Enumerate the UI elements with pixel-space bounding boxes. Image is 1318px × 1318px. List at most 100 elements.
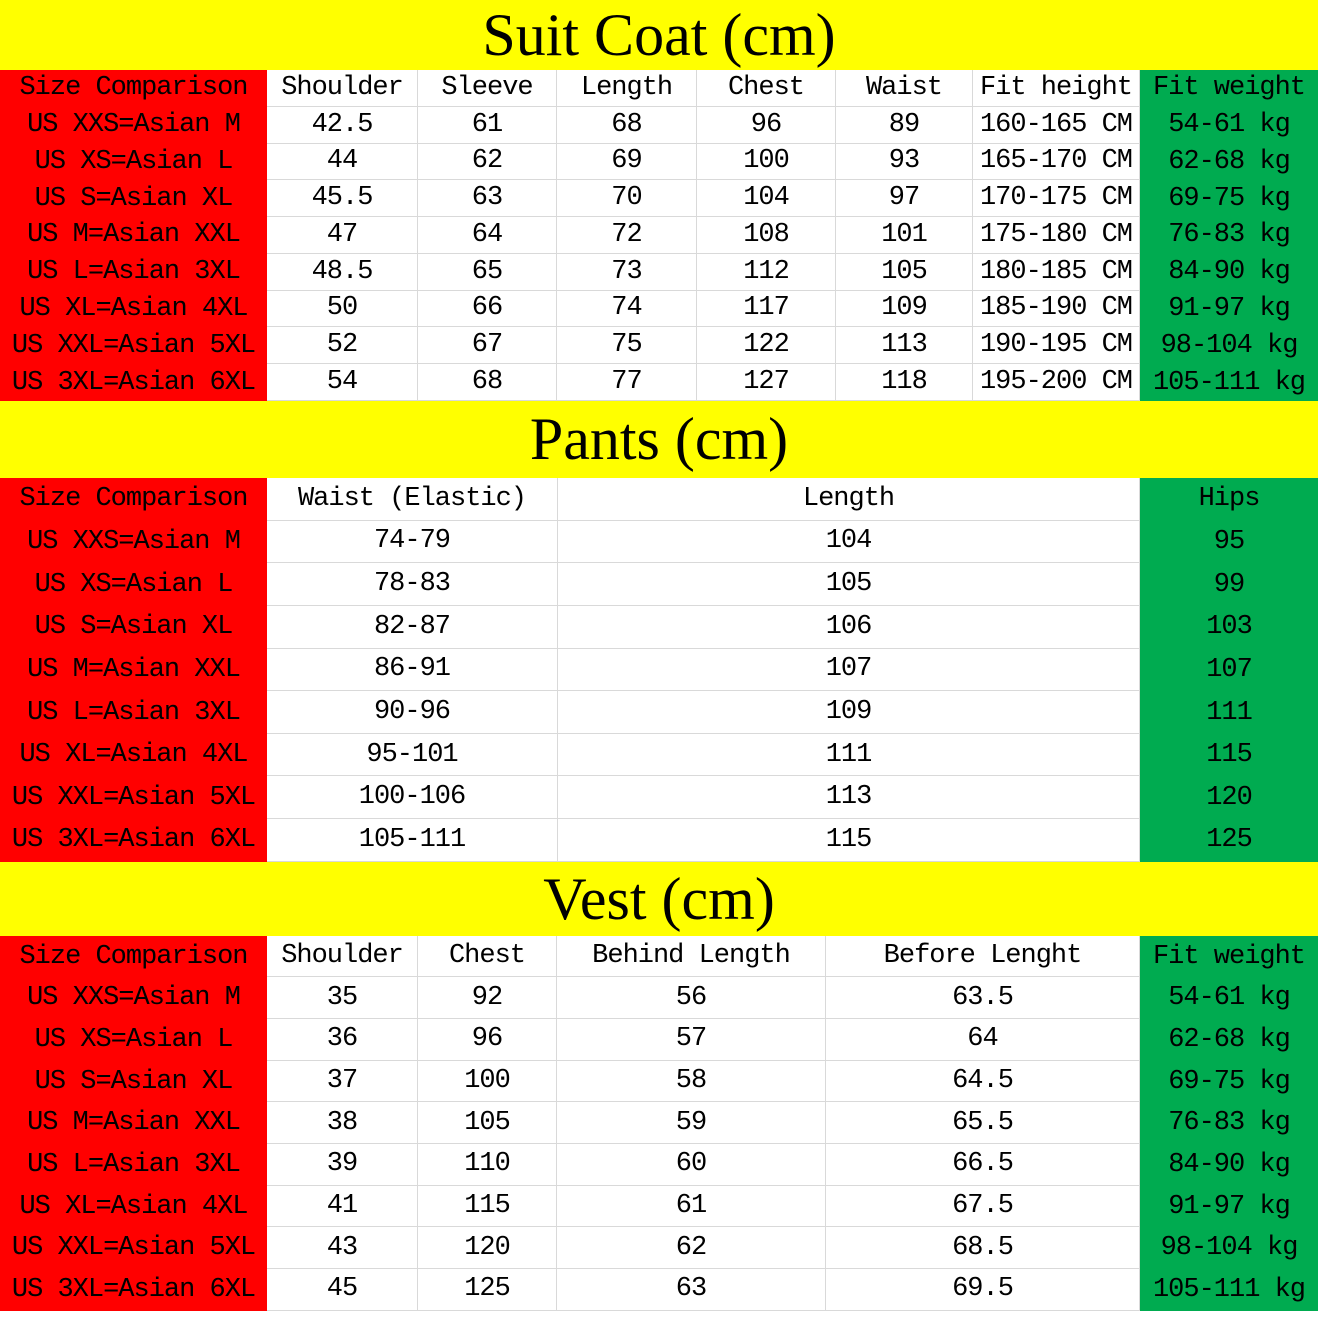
row-label: US XS=Asian L [0,563,267,606]
table-cell: 62-68 kg [1140,143,1318,181]
table-cell: 60 [557,1144,826,1186]
table-cell: 115 [558,819,1140,862]
row-label: US XXS=Asian M [0,520,267,564]
table-cell: 107 [558,648,1140,692]
table-cell: 125 [418,1269,557,1311]
row-label: US XXS=Asian M [0,106,267,144]
table-cell: 67 [418,327,557,365]
table-cell: 109 [836,290,973,328]
table-cell: 52 [267,327,418,365]
table-cell: 61 [557,1185,826,1228]
table-cell: 72 [557,217,697,254]
row-label: US L=Asian 3XL [0,253,267,291]
table-cell: 96 [418,1019,557,1061]
table-cell: 45.5 [267,180,418,218]
column-header-behind-length: Behind Length [557,935,826,978]
table-cell: 105 [558,563,1140,606]
table-cell: 37 [267,1060,418,1103]
row-label: US XL=Asian 4XL [0,733,267,777]
row-label: US XXS=Asian M [0,977,267,1020]
table-cell: 50 [267,290,418,328]
table-cell: 65 [418,253,557,291]
table-cell: 107 [1140,648,1318,692]
table-cell: 64.5 [826,1060,1140,1103]
table-cell: 104 [697,180,836,218]
table-cell: 62 [557,1227,826,1270]
table-cell: 97 [836,180,973,218]
table-cell: 120 [1140,776,1318,820]
table-cell: 63 [557,1269,826,1311]
table-cell: 115 [418,1185,557,1228]
table-cell: 99 [1140,563,1318,606]
row-label: US XL=Asian 4XL [0,290,267,328]
table-cell: 74 [557,290,697,328]
row-label: US M=Asian XXL [0,217,267,254]
row-label: US XS=Asian L [0,1019,267,1061]
row-label: US S=Asian XL [0,180,267,218]
column-header-shoulder: Shoulder [267,70,418,107]
table-cell: 62 [418,143,557,181]
row-label: US S=Asian XL [0,605,267,649]
table-cell: 38 [267,1102,418,1145]
table-cell: 84-90 kg [1140,1144,1318,1186]
table-cell: 36 [267,1019,418,1061]
table-cell: 195-200 CM [973,364,1140,401]
table-cell: 175-180 CM [973,217,1140,254]
table-cell: 78-83 [267,563,558,606]
suit-coat-title: Suit Coat (cm) [482,2,836,68]
table-cell: 82-87 [267,605,558,649]
table-cell: 75 [557,327,697,365]
column-header-fit-weight: Fit weight [1140,70,1318,107]
table-cell: 68 [418,364,557,401]
table-cell: 112 [697,253,836,291]
row-label: US 3XL=Asian 6XL [0,1269,267,1311]
table-cell: 103 [1140,605,1318,649]
table-cell: 54-61 kg [1140,977,1318,1020]
table-cell: 41 [267,1185,418,1228]
table-cell: 180-185 CM [973,253,1140,291]
table-cell: 66 [418,290,557,328]
table-cell: 105-111 kg [1140,364,1318,401]
table-cell: 98-104 kg [1140,1227,1318,1270]
table-cell: 111 [1140,691,1318,734]
table-cell: 56 [557,977,826,1020]
vest-title-band: Vest (cm) [0,861,1318,936]
table-cell: 104 [558,520,1140,564]
table-cell: 63.5 [826,977,1140,1020]
table-cell: 39 [267,1144,418,1186]
row-label: US XS=Asian L [0,143,267,181]
table-cell: 54-61 kg [1140,106,1318,144]
table-cell: 118 [836,364,973,401]
table-cell: 63 [418,180,557,218]
table-cell: 95-101 [267,733,558,777]
table-cell: 185-190 CM [973,290,1140,328]
table-cell: 68 [557,106,697,144]
table-cell: 98-104 kg [1140,327,1318,365]
table-cell: 44 [267,143,418,181]
table-cell: 66.5 [826,1144,1140,1186]
table-cell: 70 [557,180,697,218]
table-cell: 57 [557,1019,826,1061]
table-cell: 61 [418,106,557,144]
row-label: US S=Asian XL [0,1060,267,1103]
table-cell: 110 [418,1144,557,1186]
column-header-shoulder: Shoulder [267,935,418,978]
table-cell: 190-195 CM [973,327,1140,365]
table-cell: 62-68 kg [1140,1019,1318,1061]
row-label: US L=Asian 3XL [0,1144,267,1186]
table-cell: 91-97 kg [1140,1185,1318,1228]
column-header-size-comparison: Size Comparison [0,477,267,521]
table-cell: 77 [557,364,697,401]
row-label: US M=Asian XXL [0,648,267,692]
table-cell: 42.5 [267,106,418,144]
table-cell: 170-175 CM [973,180,1140,218]
row-label: US XXL=Asian 5XL [0,327,267,365]
table-cell: 86-91 [267,648,558,692]
row-label: US XXL=Asian 5XL [0,776,267,820]
table-cell: 125 [1140,819,1318,862]
table-cell: 73 [557,253,697,291]
table-cell: 65.5 [826,1102,1140,1145]
table-cell: 105 [836,253,973,291]
table-cell: 69 [557,143,697,181]
